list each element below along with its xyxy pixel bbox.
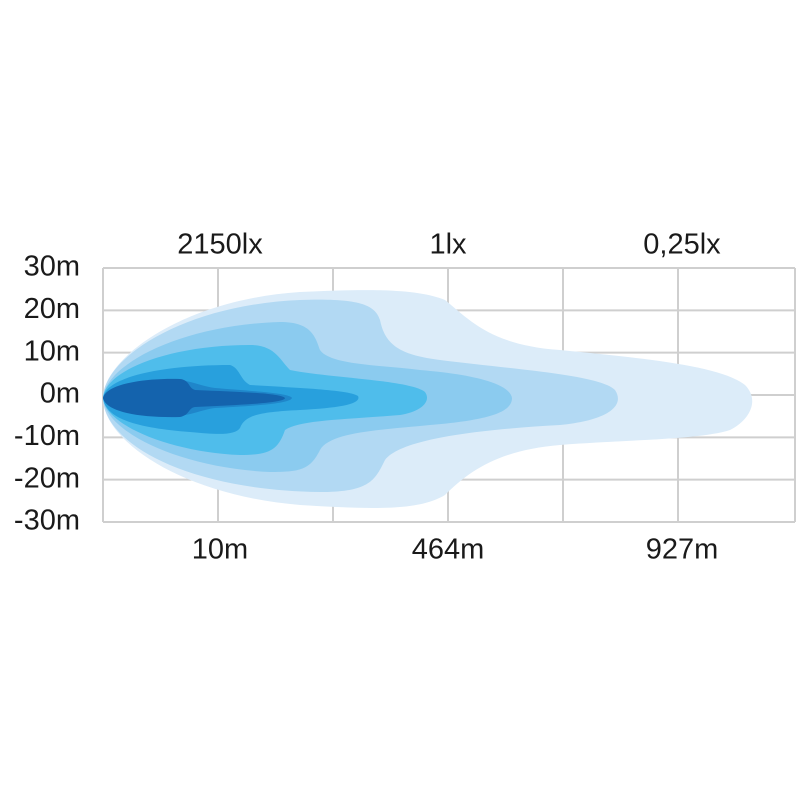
bottom-label: 927m xyxy=(646,534,719,566)
y-label: -30m xyxy=(14,505,80,537)
y-label: 20m xyxy=(24,293,80,325)
y-label: 0m xyxy=(40,378,80,410)
top-label: 1lx xyxy=(429,229,467,261)
top-label: 2150lx xyxy=(177,229,263,261)
bottom-label: 464m xyxy=(412,534,485,566)
beam-pattern xyxy=(103,290,753,508)
isolux-zone xyxy=(103,378,285,418)
labels: 30m 20m 10m 0m -10m -20m -30m 2150lx 1lx 0,25lx 10… xyxy=(14,229,721,566)
top-label: 0,25lx xyxy=(643,229,721,261)
bottom-label: 10m xyxy=(192,534,248,566)
y-label: 30m xyxy=(24,251,80,283)
y-label: 10m xyxy=(24,335,80,367)
y-label: -10m xyxy=(14,420,80,452)
y-label: -20m xyxy=(14,462,80,494)
